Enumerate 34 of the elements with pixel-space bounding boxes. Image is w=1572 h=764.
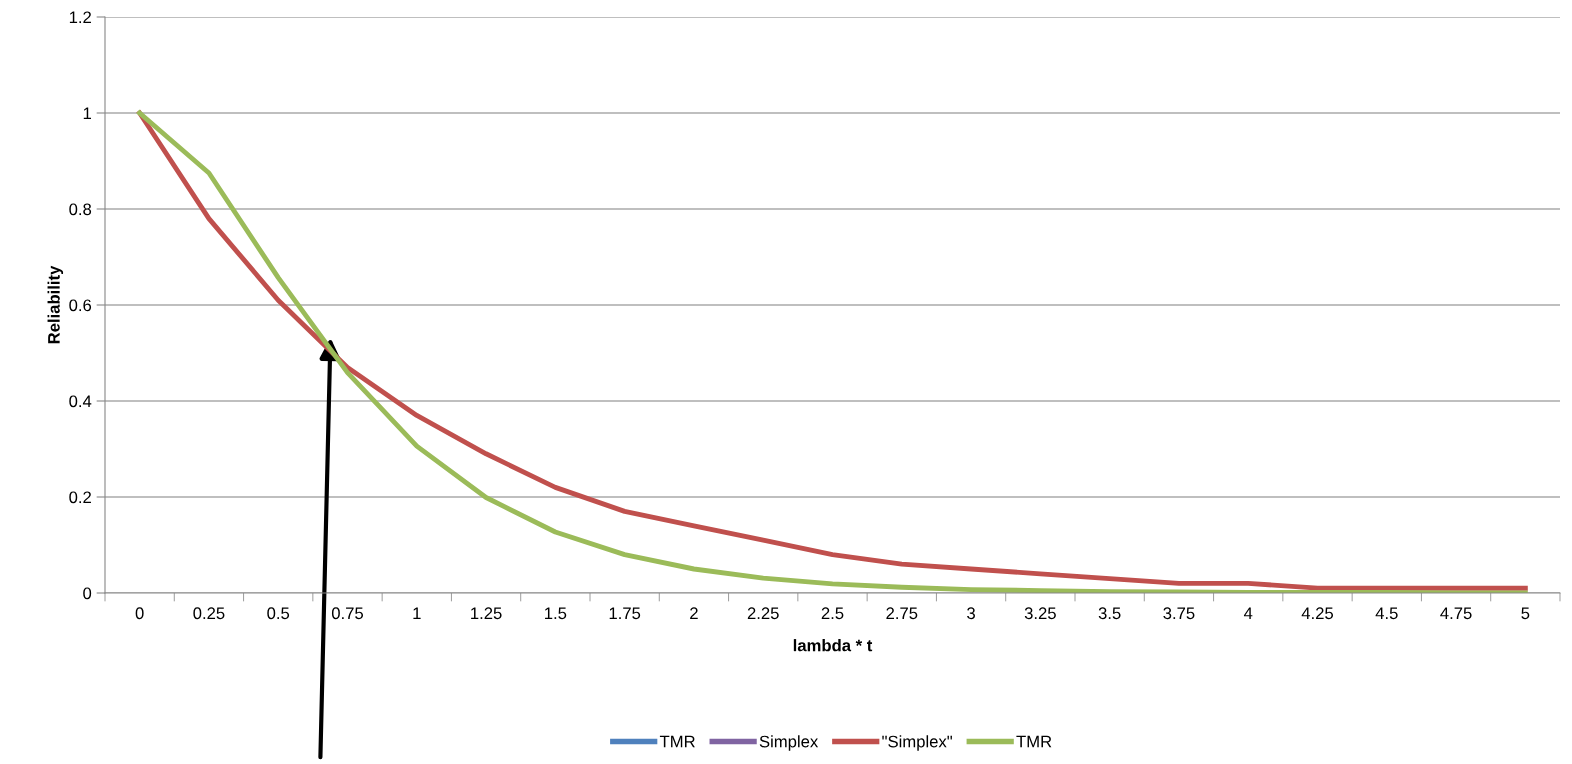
legend-label: Simplex <box>759 735 819 751</box>
x-tick-label: 0.75 <box>331 607 364 620</box>
y-tick-label: 0.6 <box>69 299 92 312</box>
x-tick-label: 1 <box>413 607 421 619</box>
y-tick-label: 0.8 <box>69 203 92 216</box>
x-tick-label: 4 <box>1243 607 1253 619</box>
y-axis-title: Reliability <box>47 265 64 344</box>
x-tick-label: 2 <box>690 607 698 619</box>
y-tick-label: 1.2 <box>69 11 91 24</box>
x-tick-label: 3.25 <box>1024 607 1056 620</box>
legend-label: TMR <box>659 735 695 748</box>
legend-label: TMR <box>1016 735 1052 748</box>
y-tick-label: 0.4 <box>69 395 92 408</box>
x-tick-label: 3.75 <box>1163 607 1195 620</box>
y-tick-label: 0 <box>83 587 92 600</box>
x-tick-label: 0.25 <box>193 607 225 620</box>
x-tick-label: 1.5 <box>545 607 567 620</box>
x-tick-label: 1.25 <box>471 607 502 620</box>
x-tick-label: 4.25 <box>1301 607 1334 620</box>
x-tick-label: 1.75 <box>609 607 641 620</box>
x-tick-label: 2.25 <box>747 607 779 620</box>
x-tick-label: 4.75 <box>1440 607 1472 620</box>
x-tick-label: 3 <box>967 607 975 620</box>
x-tick-label: 3.5 <box>1098 607 1121 620</box>
y-tick-label: 1 <box>83 107 91 120</box>
x-axis-title: lambda * t <box>793 639 873 652</box>
x-tick-label: 2.75 <box>886 607 918 620</box>
x-tick-label: 0 <box>135 607 144 620</box>
x-tick-label: 0.5 <box>267 607 290 620</box>
y-tick-label: 0.2 <box>69 491 91 504</box>
x-tick-label: 5 <box>1521 607 1530 620</box>
x-tick-label: 2.5 <box>821 607 844 620</box>
x-tick-label: 4.5 <box>1375 607 1398 620</box>
legend-label: "Simplex" <box>882 735 952 751</box>
